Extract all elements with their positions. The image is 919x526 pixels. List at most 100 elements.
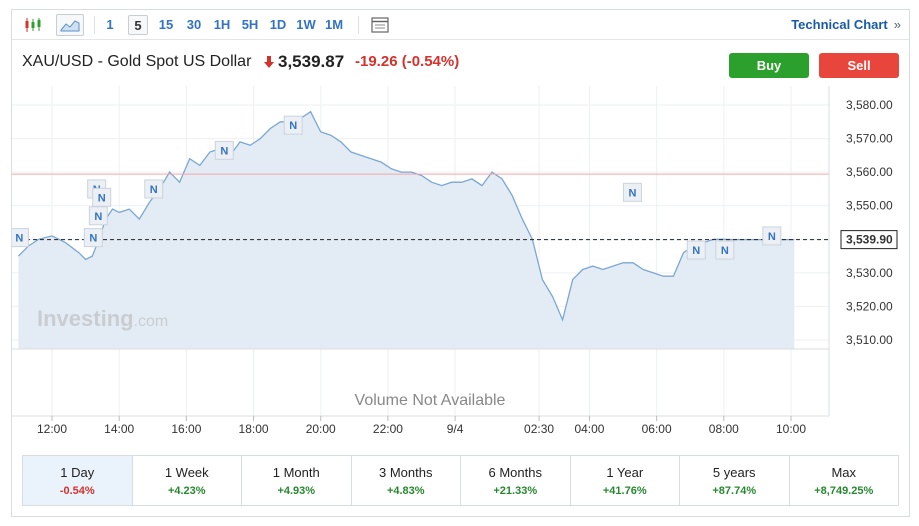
timeframe-30[interactable]: 30 <box>186 17 202 32</box>
period-max[interactable]: Max +8,749.25% <box>790 456 899 505</box>
news-marker[interactable]: N <box>12 228 29 248</box>
sell-button[interactable]: Sell <box>819 53 899 78</box>
news-marker-box <box>12 228 29 248</box>
news-marker-label: N <box>98 192 106 204</box>
chart-toolbar: 1 5 15 30 1H 5H 1D 1W 1M Technical Chart… <box>12 10 909 40</box>
x-tick-label: 16:00 <box>171 422 201 436</box>
timeframe-1d[interactable]: 1D <box>269 17 287 32</box>
x-tick-label: 02:30 <box>524 422 554 436</box>
period-change: -0.54% <box>59 485 95 497</box>
period-change: +4.93% <box>277 485 316 497</box>
news-marker[interactable]: N <box>83 228 103 248</box>
news-marker[interactable]: N <box>88 206 108 226</box>
timeframe-1[interactable]: 1 <box>106 17 114 32</box>
news-marker-label: N <box>220 145 228 157</box>
timeframe-1h[interactable]: 1H <box>213 17 231 32</box>
news-marker-label: N <box>721 245 729 257</box>
x-tick-label: 9/4 <box>447 422 464 436</box>
period-label: 1 Day <box>60 465 95 480</box>
period-label: 1 Year <box>606 465 644 480</box>
y-tick-label: 3,570.00 <box>846 132 893 146</box>
current-price-box <box>840 230 898 250</box>
technical-chart-label: Technical Chart <box>791 17 888 32</box>
double-chevron-right-icon: » <box>893 17 901 32</box>
current-price-label: 3,539.90 <box>840 230 898 250</box>
candlestick-icon[interactable] <box>22 14 44 36</box>
timeframe-1w[interactable]: 1W <box>296 17 316 32</box>
period-change: +4.83% <box>386 485 425 497</box>
period-6-months[interactable]: 6 Months +21.33% <box>461 456 571 505</box>
period-3-months[interactable]: 3 Months +4.83% <box>352 456 461 505</box>
period-1-year[interactable]: 1 Year +41.76% <box>571 456 680 505</box>
period-1-month[interactable]: 1 Month +4.93% <box>242 456 352 505</box>
down-arrow-icon <box>264 55 274 73</box>
news-marker-box <box>715 240 735 260</box>
period-label: 1 Week <box>164 465 209 480</box>
timeframe-1m[interactable]: 1M <box>324 17 344 32</box>
period-change: +4.23% <box>167 485 206 497</box>
news-marker-box <box>214 140 234 160</box>
news-marker-label: N <box>89 233 97 245</box>
news-marker[interactable]: N <box>144 179 164 199</box>
volume-not-available-text: Volume Not Available <box>355 392 506 409</box>
price-change: -19.26 (-0.54%) <box>355 53 459 70</box>
news-markers: NNNNNNNNNNNN <box>12 115 782 260</box>
chart-widget-frame <box>11 9 910 517</box>
timeframe-15[interactable]: 15 <box>158 17 174 32</box>
period-1-day[interactable]: 1 Day -0.54% <box>23 456 133 505</box>
toolbar-divider <box>358 16 359 34</box>
period-label: 1 Month <box>272 465 320 480</box>
news-marker[interactable]: N <box>762 226 782 246</box>
news-marker-box <box>83 228 103 248</box>
price-line <box>17 110 795 322</box>
news-marker[interactable]: N <box>715 240 735 260</box>
period-change: +87.74% <box>712 485 757 497</box>
buy-button[interactable]: Buy <box>729 53 809 78</box>
x-tick-label: 20:00 <box>306 422 336 436</box>
news-marker-label: N <box>15 233 23 245</box>
y-tick-label: 3,530.00 <box>846 266 893 280</box>
toolbar-divider <box>94 16 95 34</box>
news-marker[interactable]: N <box>622 182 642 202</box>
instrument-header: XAU/USD - Gold Spot US Dollar 3,539.87 -… <box>12 41 909 85</box>
period-5-years[interactable]: 5 years +87.74% <box>680 456 790 505</box>
y-tick-label: 3,510.00 <box>846 333 893 347</box>
news-marker-box <box>762 226 782 246</box>
period-1-week[interactable]: 1 Week +4.23% <box>133 456 242 505</box>
news-marker-box <box>144 179 164 199</box>
price-change-value: -19.26 <box>355 53 398 70</box>
x-tick-label: 14:00 <box>104 422 134 436</box>
x-tick-label: 06:00 <box>642 422 672 436</box>
news-marker-label: N <box>628 187 636 199</box>
period-label: 3 Months <box>379 465 433 480</box>
period-label: Max <box>831 465 857 480</box>
price-chart[interactable]: NNNNNNNNNNNN Investing.com Volume Not Av… <box>12 86 909 446</box>
y-tick-label: 3,580.00 <box>846 98 893 112</box>
x-tick-label: 08:00 <box>709 422 739 436</box>
last-price: 3,539.87 <box>278 52 345 71</box>
price-area <box>18 111 795 349</box>
calendar-icon[interactable] <box>369 14 391 36</box>
news-marker-label: N <box>768 231 776 243</box>
news-marker-box <box>622 182 642 202</box>
news-marker[interactable]: N <box>214 140 234 160</box>
period-label: 5 years <box>712 465 756 480</box>
news-marker-label: N <box>289 120 297 132</box>
news-marker-box <box>283 115 303 135</box>
current-price-text: 3,539.90 <box>846 233 893 247</box>
news-marker[interactable]: N <box>92 187 112 207</box>
x-tick-label: 04:00 <box>574 422 604 436</box>
timeframe-5h[interactable]: 5H <box>241 17 259 32</box>
timeframe-5[interactable]: 5 <box>128 15 148 35</box>
investing-watermark: Investing.com <box>37 306 168 331</box>
y-tick-label: 3,550.00 <box>846 199 893 213</box>
area-chart-icon[interactable] <box>56 14 84 36</box>
technical-chart-link[interactable]: Technical Chart » <box>791 17 901 32</box>
y-tick-label: 3,560.00 <box>846 165 893 179</box>
x-tick-label: 18:00 <box>239 422 269 436</box>
news-marker[interactable]: N <box>283 115 303 135</box>
news-marker-label: N <box>150 184 158 196</box>
news-marker[interactable]: N <box>686 240 706 260</box>
x-tick-label: 12:00 <box>37 422 67 436</box>
performance-periods: 1 Day -0.54% 1 Week +4.23% 1 Month +4.93% 3 Mo… <box>22 455 899 506</box>
